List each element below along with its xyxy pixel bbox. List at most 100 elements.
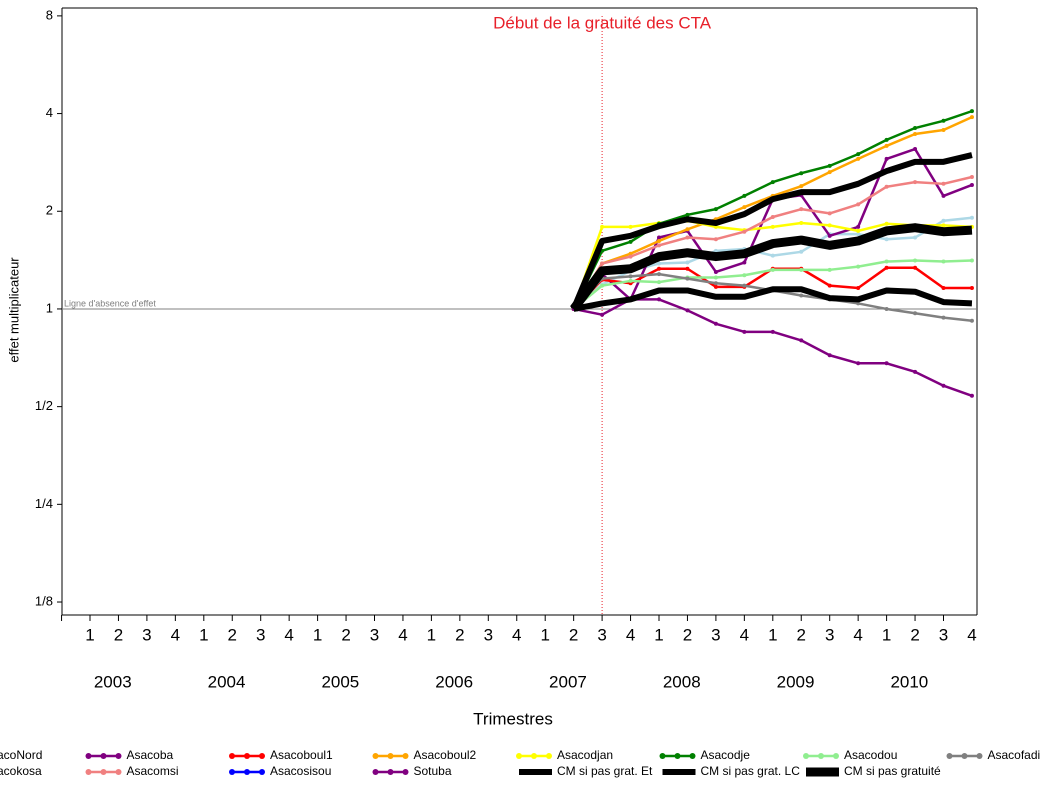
point	[856, 361, 861, 366]
legend-swatch	[662, 769, 696, 775]
legend-label: Asacofadi	[988, 748, 1041, 762]
legend-dot	[372, 769, 379, 775]
point	[713, 248, 718, 253]
legend-dot	[946, 753, 953, 759]
point	[799, 207, 804, 212]
point	[770, 267, 775, 272]
x-tick-label: 2	[569, 625, 578, 644]
year-label: 2006	[435, 672, 473, 691]
x-tick-label: 2	[683, 625, 692, 644]
point	[913, 258, 918, 263]
point	[827, 233, 832, 238]
point	[969, 182, 974, 187]
point	[713, 321, 718, 326]
x-tick-label: 2	[797, 625, 806, 644]
point	[799, 267, 804, 272]
legend-dot	[961, 753, 968, 759]
point	[827, 223, 832, 228]
x-tick-label: 4	[512, 625, 521, 644]
point	[941, 181, 946, 186]
year-label: 2007	[549, 672, 587, 691]
series-line	[570, 152, 973, 311]
point	[628, 278, 633, 283]
point	[884, 306, 889, 311]
year-label: 2003	[94, 672, 132, 691]
x-tick-label: 1	[199, 625, 208, 644]
y-tick-label: 4	[46, 105, 53, 120]
x-tick-label: 4	[626, 625, 635, 644]
legend-dot	[387, 769, 394, 775]
point	[941, 218, 946, 223]
point	[713, 275, 718, 280]
point	[713, 237, 718, 242]
legend-label: CM si pas grat. LC	[701, 764, 801, 778]
legend-label: Asacodjan	[557, 748, 613, 762]
point	[600, 261, 605, 266]
point	[685, 227, 690, 232]
point	[657, 280, 661, 285]
point	[941, 259, 946, 264]
point	[770, 224, 775, 229]
x-tick-label: 4	[398, 625, 407, 644]
legend-label: AsacoNord	[0, 748, 42, 762]
legend-dot	[689, 753, 696, 759]
point	[856, 152, 861, 157]
x-tick-label: 1	[85, 625, 94, 644]
point	[628, 251, 633, 256]
legend-dot	[402, 769, 409, 775]
point	[884, 265, 889, 270]
point	[742, 283, 747, 288]
point	[913, 126, 918, 131]
point	[657, 272, 661, 277]
point	[657, 297, 661, 302]
legend-label: Asacoboul2	[414, 748, 477, 762]
point	[941, 118, 946, 123]
x-axis-label: Trimestres	[473, 709, 553, 728]
point	[685, 260, 690, 265]
x-tick-label: 3	[597, 625, 606, 644]
point	[742, 193, 747, 198]
point	[856, 232, 861, 237]
point	[713, 269, 718, 274]
point	[742, 273, 747, 278]
series-line	[572, 109, 973, 310]
x-tick-label: 3	[825, 625, 834, 644]
legend-dot	[259, 769, 265, 775]
x-tick-label: 4	[284, 625, 293, 644]
point	[657, 235, 661, 240]
year-label: 2004	[208, 672, 246, 691]
point	[913, 265, 918, 270]
point	[770, 180, 775, 185]
point	[799, 249, 804, 254]
x-tick-label: 1	[540, 625, 549, 644]
point	[827, 267, 832, 272]
point	[713, 207, 718, 212]
point	[600, 312, 605, 317]
point	[856, 228, 861, 233]
x-tick-label: 4	[740, 625, 749, 644]
point	[770, 253, 775, 258]
point	[941, 193, 946, 198]
legend-dot	[115, 753, 122, 759]
legend-label: Asacoba	[127, 748, 174, 762]
point	[884, 156, 889, 161]
point	[628, 274, 633, 279]
x-tick-label: 3	[711, 625, 720, 644]
point	[856, 286, 861, 291]
x-tick-label: 3	[142, 625, 151, 644]
point	[657, 261, 661, 266]
x-tick-label: 2	[228, 625, 237, 644]
point	[969, 175, 974, 180]
year-label: 2008	[663, 672, 701, 691]
legend-dot	[818, 753, 824, 759]
legend-dot	[387, 753, 394, 759]
year-label: 2005	[321, 672, 359, 691]
x-tick-label: 2	[114, 625, 123, 644]
event-label: Début de la gratuité des CTA	[493, 13, 712, 32]
point	[799, 338, 804, 343]
legend-dot	[674, 753, 681, 759]
point	[856, 264, 861, 269]
point	[770, 215, 775, 220]
point	[941, 383, 946, 388]
